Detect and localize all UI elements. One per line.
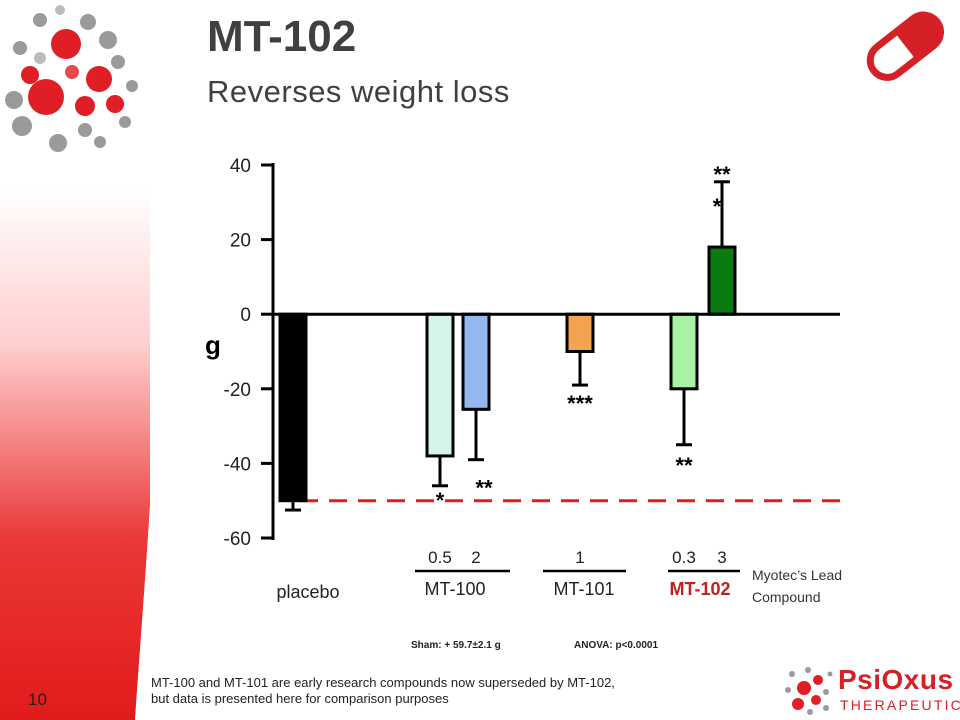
capsule-pill-icon [866, 11, 945, 81]
significance-label: * [436, 488, 445, 513]
group-label: MT-102 [669, 579, 730, 599]
swirl-dot [111, 55, 125, 69]
y-tick-label: 40 [230, 156, 251, 177]
swirl-dot [55, 5, 65, 15]
swirl-dot [75, 96, 95, 116]
bar [461, 312, 491, 411]
page-title: MT-102 [207, 12, 357, 61]
lead-compound-line-1: Myotec’s Lead [752, 567, 843, 583]
y-tick-label: 0 [240, 305, 251, 326]
significance-label: * [713, 194, 722, 219]
swirl-dot [119, 116, 131, 128]
footnote-line-1: MT-100 and MT-101 are early research com… [151, 675, 615, 690]
group-label: placebo [276, 582, 339, 602]
significance-label: ** [675, 453, 693, 478]
dose-label: 3 [717, 548, 726, 567]
swirl-dot [78, 123, 92, 137]
y-axis-label: g [205, 330, 221, 360]
logo-dot [805, 667, 811, 673]
swirl-dot [28, 79, 64, 115]
dot-swirl-logo-icon [5, 5, 138, 152]
swirl-dot [49, 134, 67, 152]
significance-label: *** [567, 391, 593, 416]
logo-dot [789, 671, 795, 677]
swirl-dot [33, 13, 47, 27]
swirl-dot [5, 91, 23, 109]
swirl-dot [34, 52, 46, 64]
logo-dot [785, 687, 791, 693]
dose-label: 0.5 [428, 548, 452, 567]
swirl-dot [80, 14, 96, 30]
swirl-dot [126, 80, 138, 92]
footnote-line-2: but data is presented here for compariso… [151, 691, 449, 706]
y-tick-label: -60 [224, 529, 251, 550]
logo-dot [823, 705, 829, 711]
company-tagline: THERAPEUTICS [840, 697, 960, 713]
y-tick-label: 20 [230, 231, 251, 252]
logo-dot [792, 698, 804, 710]
bar [707, 245, 737, 316]
swirl-dot [106, 95, 124, 113]
lead-compound-note: Myotec’s Lead Compound [752, 564, 882, 608]
dose-label: 1 [575, 548, 584, 567]
lead-compound-line-2: Compound [752, 589, 821, 605]
swirl-dot [86, 66, 112, 92]
bar [669, 312, 699, 391]
swirl-dot [12, 116, 32, 136]
dose-label: 2 [471, 548, 480, 567]
swirl-dot [51, 29, 81, 59]
swirl-dot [94, 136, 106, 148]
anova-note: ANOVA: p<0.0001 [574, 640, 659, 651]
bar [278, 312, 308, 503]
significance-label: ** [475, 476, 493, 501]
swirl-dot [99, 31, 117, 49]
dose-label: 0.3 [672, 548, 696, 567]
side-white-curve [0, 0, 200, 720]
slide-number: 10 [28, 690, 47, 709]
swirl-dot [21, 66, 39, 84]
y-tick-label: -20 [224, 380, 251, 401]
logo-dot [827, 671, 833, 677]
psioxus-dot-logo-icon [785, 667, 833, 715]
group-label: MT-100 [424, 579, 485, 599]
y-tick-label: -40 [224, 454, 251, 475]
bar [425, 312, 455, 458]
company-name: PsiOxus [838, 664, 954, 695]
swirl-dot [13, 41, 27, 55]
logo-dot [797, 681, 811, 695]
footnote: MT-100 and MT-101 are early research com… [151, 675, 771, 707]
logo-dot [807, 709, 813, 715]
logo-dot [813, 675, 823, 685]
sham-note: Sham: + 59.7±2.1 g [411, 640, 501, 651]
logo-dot [823, 689, 829, 695]
swirl-dot [65, 65, 79, 79]
logo-dot [811, 695, 821, 705]
page-subtitle: Reverses weight loss [207, 74, 510, 109]
group-label: MT-101 [553, 579, 614, 599]
bar [565, 312, 595, 354]
significance-label: ** [713, 162, 731, 187]
